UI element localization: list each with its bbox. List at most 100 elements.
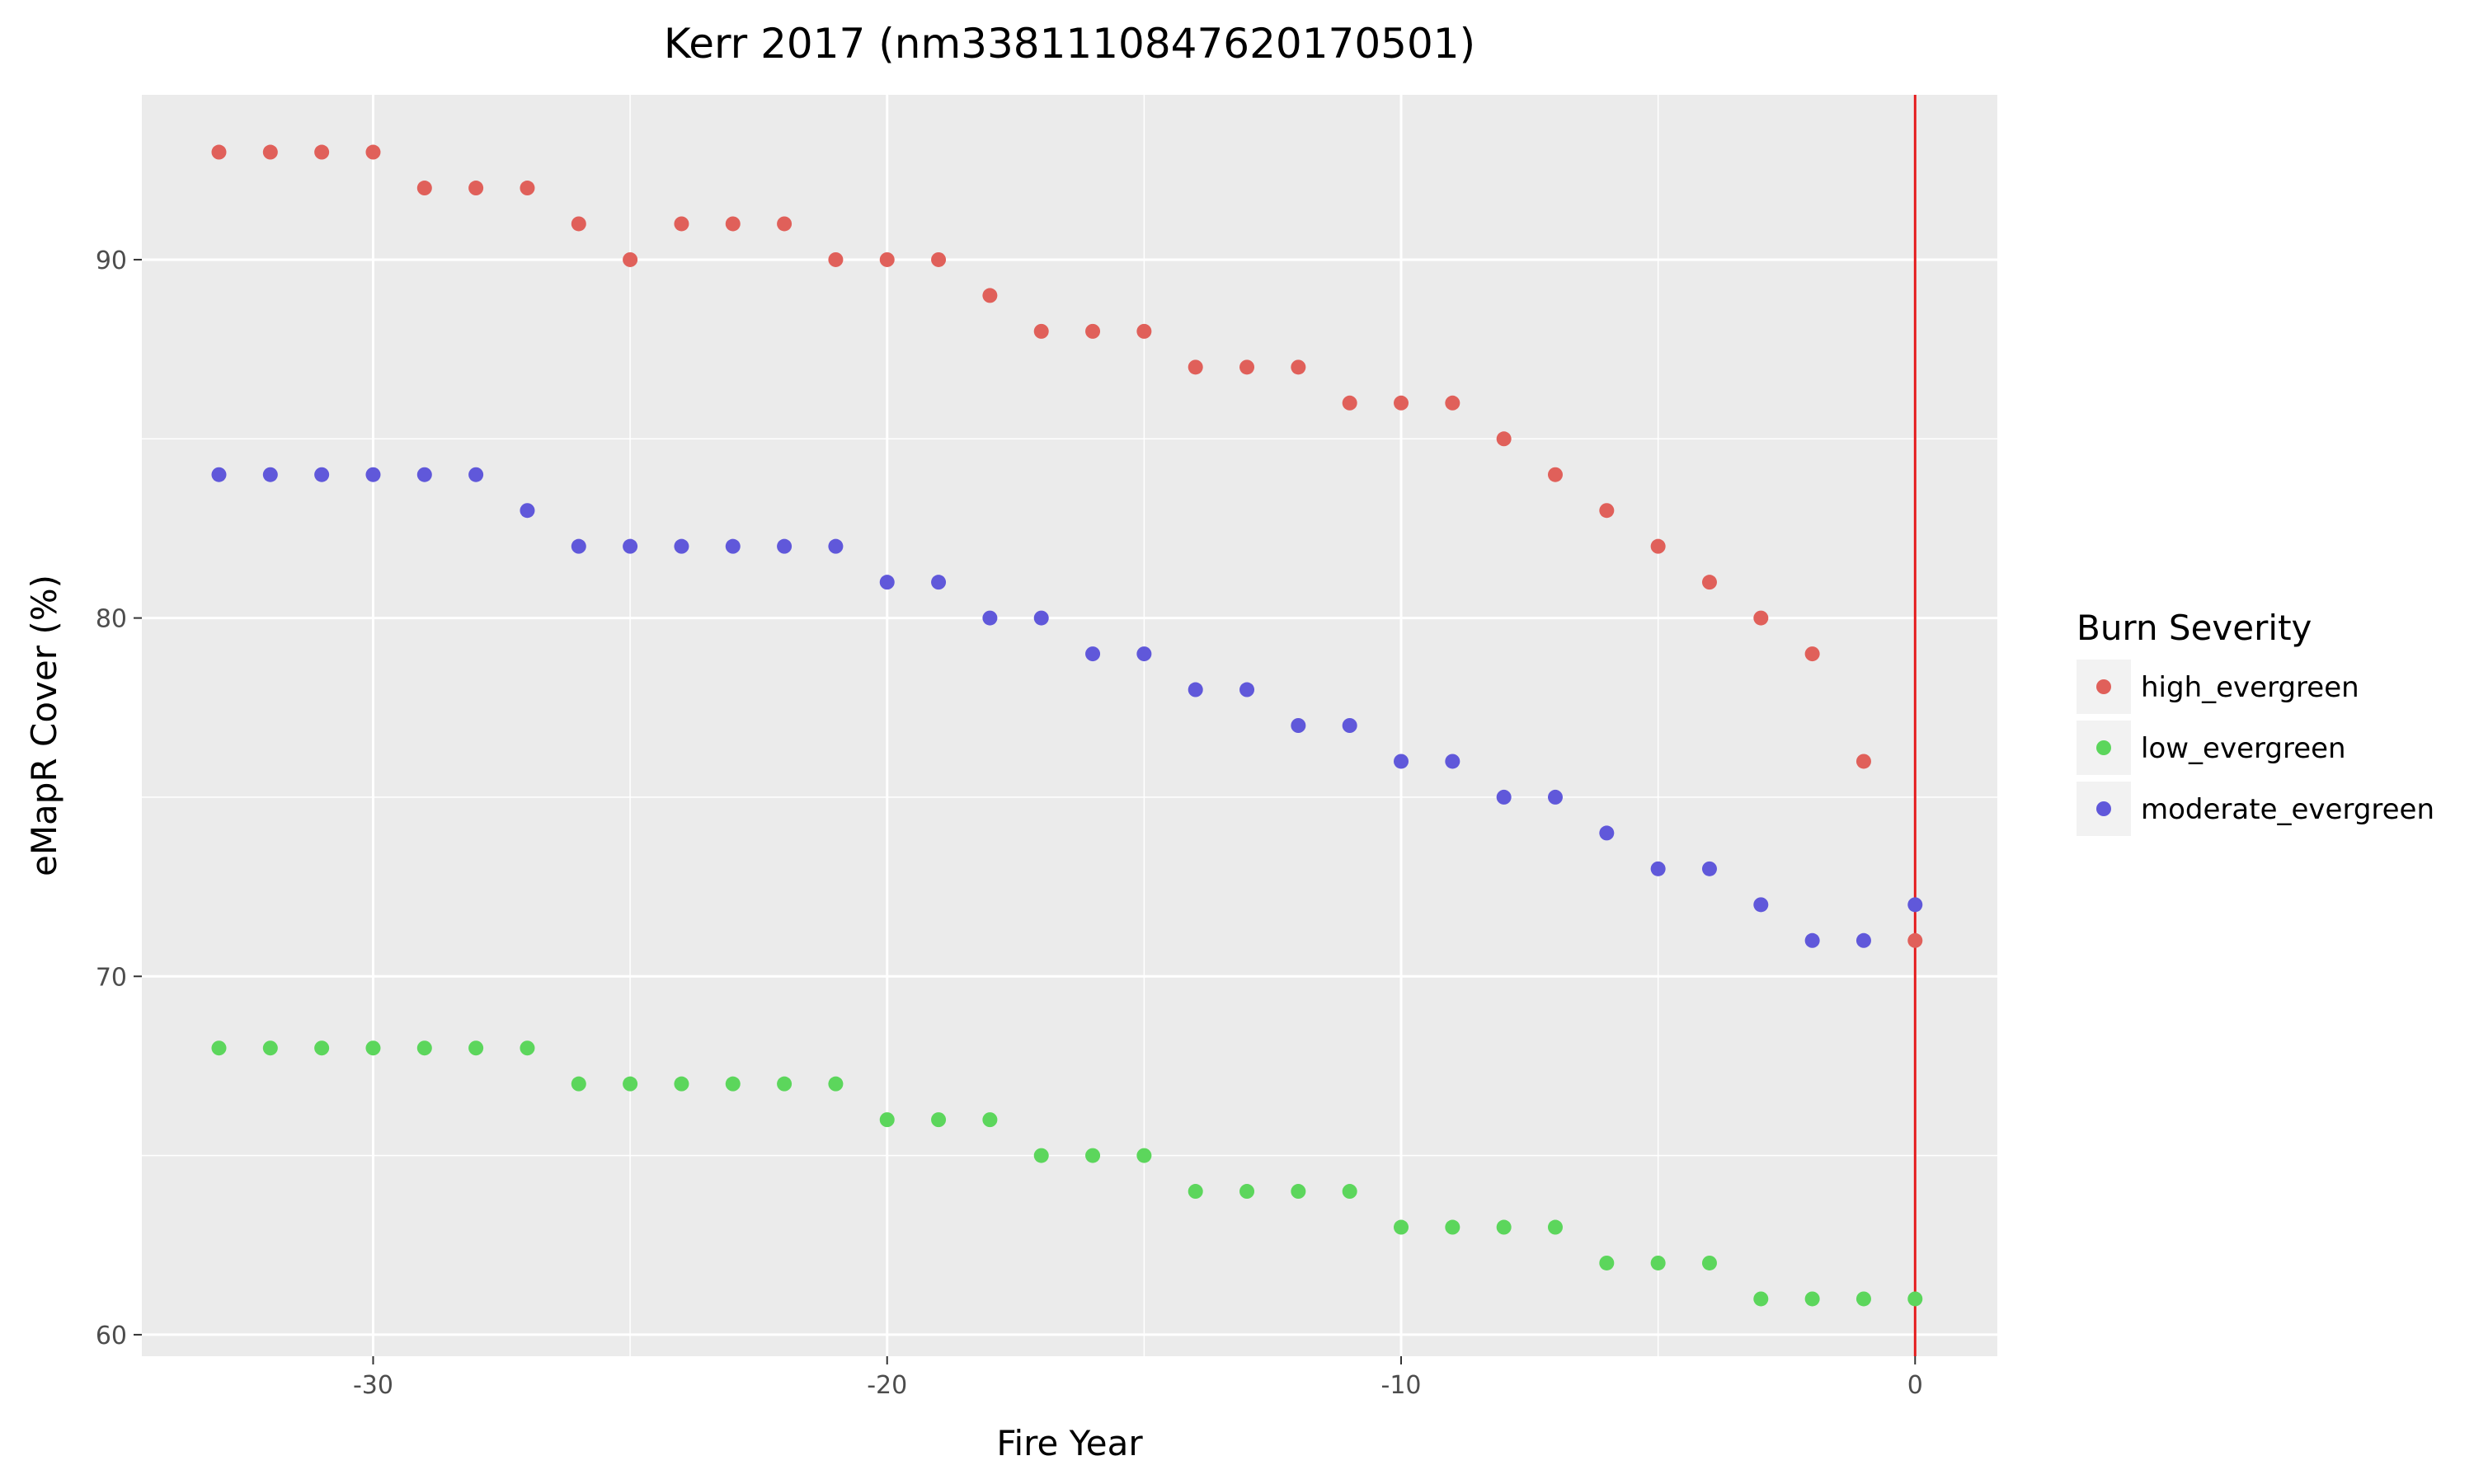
point-moderate_evergreen: [416, 467, 432, 482]
point-moderate_evergreen: [1496, 789, 1512, 805]
point-high_evergreen: [1599, 503, 1615, 519]
legend-title: Burn Severity: [2077, 608, 2312, 648]
point-high_evergreen: [1394, 395, 1409, 411]
point-moderate_evergreen: [520, 503, 535, 519]
y-tick-label: 90: [96, 247, 127, 275]
point-moderate_evergreen: [1599, 825, 1615, 841]
point-moderate_evergreen: [1291, 718, 1306, 733]
point-moderate_evergreen: [1033, 610, 1049, 626]
point-low_evergreen: [1804, 1291, 1820, 1307]
point-low_evergreen: [1445, 1219, 1460, 1235]
point-low_evergreen: [1085, 1148, 1101, 1163]
point-low_evergreen: [211, 1040, 227, 1056]
point-high_evergreen: [931, 251, 947, 267]
minor-gridlines: [142, 95, 1997, 1356]
x-tick-label: -10: [1381, 1371, 1422, 1400]
point-moderate_evergreen: [1239, 682, 1255, 697]
y-tick-label: 70: [96, 963, 127, 992]
point-high_evergreen: [468, 181, 484, 196]
point-high_evergreen: [211, 144, 227, 160]
point-low_evergreen: [725, 1076, 741, 1092]
x-axis-ticks: -30 -20 -10 0: [353, 1356, 1923, 1400]
point-moderate_evergreen: [1085, 646, 1101, 662]
point-high_evergreen: [416, 181, 432, 196]
point-moderate_evergreen: [1136, 646, 1152, 662]
point-low_evergreen: [365, 1040, 381, 1056]
point-low_evergreen: [1342, 1184, 1357, 1200]
point-moderate_evergreen: [1188, 682, 1203, 697]
point-low_evergreen: [468, 1040, 484, 1056]
legend-swatch-high_evergreen: [2096, 679, 2111, 694]
point-moderate_evergreen: [1753, 897, 1769, 913]
point-high_evergreen: [1650, 538, 1666, 554]
point-low_evergreen: [1239, 1184, 1255, 1200]
point-low_evergreen: [982, 1112, 998, 1128]
point-high_evergreen: [725, 216, 741, 232]
point-high_evergreen: [262, 144, 278, 160]
legend-swatch-low_evergreen: [2096, 740, 2111, 755]
point-low_evergreen: [1188, 1184, 1203, 1200]
point-moderate_evergreen: [674, 538, 689, 554]
point-low_evergreen: [1496, 1219, 1512, 1235]
point-high_evergreen: [623, 251, 638, 267]
point-moderate_evergreen: [725, 538, 741, 554]
point-low_evergreen: [416, 1040, 432, 1056]
x-axis-title: Fire Year: [996, 1423, 1143, 1463]
point-high_evergreen: [1342, 395, 1357, 411]
point-high_evergreen: [1547, 467, 1563, 482]
point-high_evergreen: [777, 216, 793, 232]
point-high_evergreen: [1856, 754, 1871, 769]
point-low_evergreen: [1136, 1148, 1152, 1163]
point-low_evergreen: [828, 1076, 844, 1092]
point-moderate_evergreen: [1804, 932, 1820, 948]
point-low_evergreen: [931, 1112, 947, 1128]
point-low_evergreen: [1650, 1255, 1666, 1270]
point-high_evergreen: [1701, 575, 1717, 590]
point-low_evergreen: [623, 1076, 638, 1092]
point-high_evergreen: [1188, 359, 1203, 375]
point-high_evergreen: [571, 216, 586, 232]
data-points: [211, 144, 1923, 1307]
point-moderate_evergreen: [571, 538, 586, 554]
point-low_evergreen: [520, 1040, 535, 1056]
point-low_evergreen: [1291, 1184, 1306, 1200]
x-tick-label: -20: [867, 1371, 907, 1400]
point-low_evergreen: [879, 1112, 895, 1128]
legend-swatch-moderate_evergreen: [2096, 801, 2111, 816]
point-moderate_evergreen: [777, 538, 793, 554]
point-moderate_evergreen: [1547, 789, 1563, 805]
point-moderate_evergreen: [1907, 897, 1923, 913]
point-low_evergreen: [1856, 1291, 1871, 1307]
point-moderate_evergreen: [1856, 932, 1871, 948]
point-moderate_evergreen: [468, 467, 484, 482]
legend-label-high_evergreen: high_evergreen: [2141, 671, 2359, 704]
point-low_evergreen: [1394, 1219, 1409, 1235]
y-tick-label: 60: [96, 1322, 127, 1350]
point-low_evergreen: [314, 1040, 330, 1056]
point-moderate_evergreen: [879, 575, 895, 590]
point-moderate_evergreen: [1650, 861, 1666, 876]
point-high_evergreen: [520, 181, 535, 196]
point-moderate_evergreen: [314, 467, 330, 482]
point-high_evergreen: [1445, 395, 1460, 411]
y-tick-label: 80: [96, 605, 127, 634]
point-low_evergreen: [1033, 1148, 1049, 1163]
plot-panel: [142, 95, 1997, 1356]
point-high_evergreen: [828, 251, 844, 267]
chart-title: Kerr 2017 (nm3381110847620170501): [664, 20, 1475, 68]
point-high_evergreen: [879, 251, 895, 267]
y-axis-ticks: 60 70 80 90: [96, 247, 142, 1350]
point-moderate_evergreen: [623, 538, 638, 554]
y-axis-title: eMapR Cover (%): [24, 575, 64, 876]
point-high_evergreen: [1033, 323, 1049, 339]
point-moderate_evergreen: [1394, 754, 1409, 769]
point-high_evergreen: [1136, 323, 1152, 339]
point-low_evergreen: [1547, 1219, 1563, 1235]
legend: Burn Severity high_evergreen low_evergree…: [2077, 608, 2434, 836]
point-moderate_evergreen: [982, 610, 998, 626]
point-low_evergreen: [571, 1076, 586, 1092]
point-moderate_evergreen: [1342, 718, 1357, 733]
point-high_evergreen: [982, 288, 998, 303]
point-low_evergreen: [777, 1076, 793, 1092]
